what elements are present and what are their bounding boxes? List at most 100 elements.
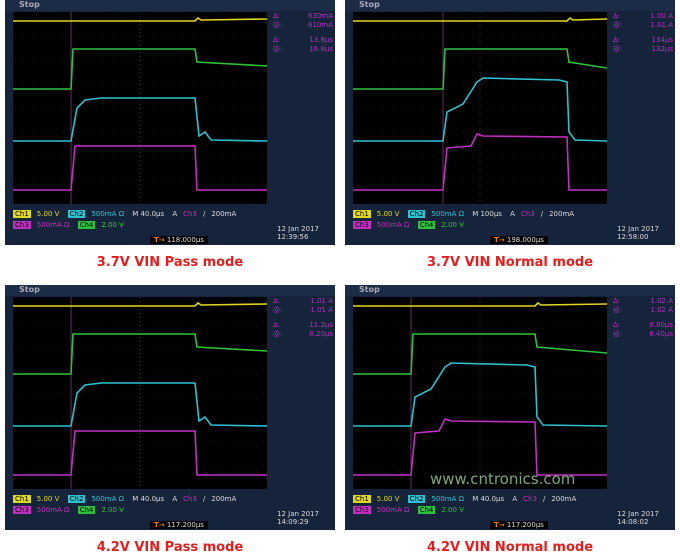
- ch3-label[interactable]: Ch3: [13, 506, 31, 514]
- trigger-position: T→ 118.000µs: [150, 236, 208, 244]
- ch4-trace: [353, 48, 607, 90]
- trigger-icon: T→: [154, 521, 165, 529]
- ch1-trace: [13, 301, 267, 307]
- ch3-trace: [353, 418, 607, 476]
- cursor-readouts: Δ: 1.00 A @: 1.01 A Δ: 134µs @: 132µs: [613, 12, 673, 54]
- cursor-readout: Δ: 134µs: [613, 36, 673, 44]
- cursor-readouts: Δ: 630mA @: 610mA Δ: 13.8µs @: 16.8µs: [273, 12, 333, 54]
- cursor-readout: @: 6.40µs: [613, 330, 673, 338]
- timebase: M 100µs: [472, 210, 502, 218]
- trigger-slope: /: [202, 495, 206, 503]
- ch4-label[interactable]: Ch4: [77, 221, 96, 229]
- cursor-readout: @: 6.20µs: [273, 330, 333, 338]
- watermark: www.cntronics.com: [430, 470, 576, 488]
- trigger-icon: T→: [154, 236, 165, 244]
- trigger-channel: Ch3: [183, 495, 197, 503]
- cursor-readout: @: 1.01 A: [273, 306, 333, 314]
- acquisition-state: Stop: [19, 285, 40, 294]
- timestamp: 12 Jan 2017 12:58:00: [617, 225, 659, 241]
- status-bar: Stop: [5, 0, 335, 11]
- trigger-position: T→ 198.000µs: [490, 236, 548, 244]
- channel-settings-row2: Ch3 500mA Ω Ch4 2.00 V: [353, 506, 470, 515]
- ch4-scale: 2.00 V: [441, 506, 464, 514]
- trigger-icon: T→: [494, 521, 505, 529]
- ch4-trace: [13, 48, 267, 90]
- channel-settings-row1: Ch1 5.00 V Ch2 500mA Ω M 40.0µs A Ch3 / 200mA: [13, 210, 242, 219]
- ch1-label[interactable]: Ch1: [353, 210, 371, 218]
- timebase: M 40.0µs: [472, 495, 505, 503]
- trigger-channel: Ch3: [183, 210, 197, 218]
- waveform-svg: [353, 297, 607, 489]
- ch3-label[interactable]: Ch3: [353, 221, 371, 229]
- channel-settings-row1: Ch1 5.00 V Ch2 500mA Ω M 40.0µs A Ch3 / 200mA: [353, 495, 582, 504]
- ch2-label[interactable]: Ch2: [67, 495, 86, 503]
- scope-screen: Stop Δ: 630mA @: 610mA Δ: 13.8µs @: 16.8µs Ch1 5…: [5, 0, 335, 245]
- scope-screen: Stop Δ: 1.00 A @: 1.01 A Δ: 134µs @: 132µs Ch1 5…: [345, 0, 675, 245]
- trigger-level: 200mA: [211, 210, 237, 218]
- ch4-trace: [353, 333, 607, 375]
- ch2-label[interactable]: Ch2: [407, 210, 426, 218]
- ch2-label[interactable]: Ch2: [407, 495, 426, 503]
- trigger-slope: /: [542, 495, 546, 503]
- cursor-readout: Δ: 11.2µs: [273, 321, 333, 329]
- ch4-label[interactable]: Ch4: [417, 506, 436, 514]
- ch1-scale: 5.00 V: [376, 210, 400, 218]
- caption: 3.7V VIN Pass mode: [96, 255, 244, 270]
- ch4-scale: 2.00 V: [101, 221, 124, 229]
- ch3-trace: [353, 133, 607, 191]
- timestamp: 12 Jan 2017 14:09:29: [277, 510, 319, 526]
- cursor-readout: @: 132µs: [613, 45, 673, 53]
- status-bar: Stop: [345, 0, 675, 11]
- trigger-slope: /: [202, 210, 206, 218]
- channel-settings-row2: Ch3 500mA Ω Ch4 2.00 V: [13, 221, 130, 230]
- trigger-channel: Ch3: [523, 495, 537, 503]
- trigger-level: 200mA: [551, 495, 577, 503]
- ch1-trace: [353, 301, 607, 307]
- ch1-scale: 5.00 V: [36, 210, 60, 218]
- ch3-label[interactable]: Ch3: [13, 221, 31, 229]
- acquisition-state: Stop: [359, 285, 380, 294]
- trigger-slope: /: [540, 210, 544, 218]
- waveform-svg: [13, 12, 267, 204]
- ch3-scale: 500mA Ω: [376, 221, 410, 229]
- ch3-scale: 500mA Ω: [376, 506, 410, 514]
- caption: 4.2V VIN Pass mode: [96, 540, 244, 555]
- trigger-position: T→ 117.200µs: [150, 521, 208, 529]
- trigger-mode: A: [512, 495, 518, 503]
- ch2-label[interactable]: Ch2: [67, 210, 86, 218]
- cursor-readout: @: 1.02 A: [613, 306, 673, 314]
- ch1-label[interactable]: Ch1: [13, 495, 31, 503]
- ch1-label[interactable]: Ch1: [353, 495, 371, 503]
- ch3-scale: 500mA Ω: [36, 221, 70, 229]
- trigger-level: 200mA: [549, 210, 575, 218]
- caption: 4.2V VIN Normal mode: [426, 540, 594, 555]
- timebase: M 40.0µs: [132, 210, 165, 218]
- cursor-readout: Δ: 1.01 A: [273, 297, 333, 305]
- waveform-display: [13, 297, 267, 489]
- ch3-scale: 500mA Ω: [36, 506, 70, 514]
- waveform-svg: [13, 297, 267, 489]
- channel-settings-row2: Ch3 500mA Ω Ch4 2.00 V: [13, 506, 130, 515]
- cursor-readout: @: 610mA: [273, 21, 333, 29]
- ch2-scale: 500mA Ω: [431, 210, 464, 218]
- ch1-trace: [353, 16, 607, 22]
- scope-screen: Stop Δ: 1.01 A @: 1.01 A Δ: 11.2µs @: 6.20µs Ch…: [5, 285, 335, 530]
- ch3-trace: [13, 145, 267, 191]
- acquisition-state: Stop: [19, 0, 40, 9]
- timestamp: 12 Jan 2017 12:39:56: [277, 225, 319, 241]
- ch4-label[interactable]: Ch4: [77, 506, 96, 514]
- timestamp: 12 Jan 2017 14:08:02: [617, 510, 659, 526]
- ch3-trace: [13, 430, 267, 476]
- ch3-label[interactable]: Ch3: [353, 506, 371, 514]
- ch4-label[interactable]: Ch4: [417, 221, 436, 229]
- caption: 3.7V VIN Normal mode: [426, 255, 594, 270]
- ch2-trace: [13, 382, 267, 427]
- waveform-svg: [353, 12, 607, 204]
- trigger-position: T→ 117.200µs: [490, 521, 548, 529]
- trigger-icon: T→: [494, 236, 505, 244]
- acquisition-state: Stop: [359, 0, 380, 9]
- cursor-readout: Δ: 1.02 A: [613, 297, 673, 305]
- trigger-mode: A: [172, 495, 178, 503]
- waveform-display: [353, 297, 607, 489]
- ch1-label[interactable]: Ch1: [13, 210, 31, 218]
